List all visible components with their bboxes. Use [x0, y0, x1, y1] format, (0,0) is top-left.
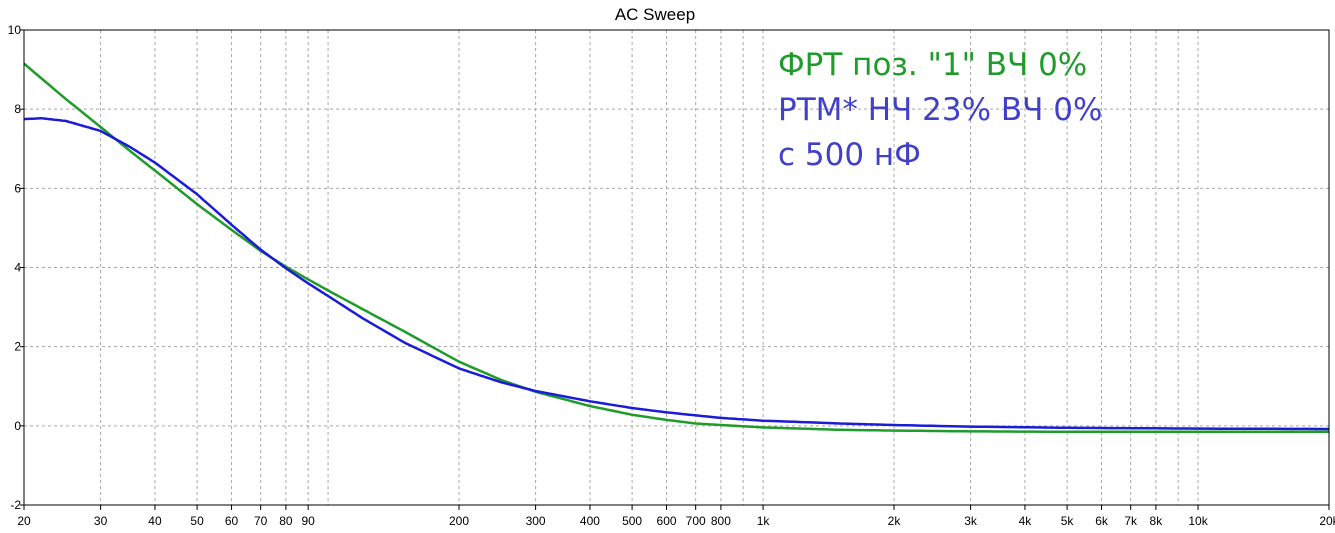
series-lines [23, 62, 1329, 434]
y-tick-label: -2 [10, 498, 21, 512]
x-tick-label: 20 [17, 514, 31, 528]
x-tick-label: 4k [1019, 514, 1033, 528]
y-tick-label: 0 [14, 419, 21, 433]
series-line-1 [23, 62, 1329, 434]
x-tick-label: 90 [301, 514, 315, 528]
x-tick-label: 70 [254, 514, 268, 528]
series-line-2 [23, 117, 1329, 431]
legend-entry-capacitor: с 500 нФ [778, 137, 921, 173]
x-tick-label: 700 [686, 514, 706, 528]
legend-entry-frt: ФРТ поз. "1" ВЧ 0% [778, 47, 1087, 83]
y-tick-label: 8 [14, 102, 21, 116]
axes: 20 30 40 50 60 70 80 90 200 300 400 500 600 700 800 1k 2… [8, 23, 1335, 528]
chart-title: AC Sweep [615, 5, 695, 24]
x-tick-label: 80 [279, 514, 293, 528]
x-tick-label: 7k [1124, 514, 1138, 528]
y-tick-label: 6 [14, 181, 21, 195]
y-tick-label: 4 [14, 261, 21, 275]
x-tick-label: 800 [711, 514, 731, 528]
x-tick-label: 500 [622, 514, 642, 528]
x-tick-label: 200 [449, 514, 469, 528]
y-tick-label: 10 [8, 23, 22, 37]
x-tick-label: 10k [1188, 514, 1208, 528]
x-tick-label: 40 [148, 514, 162, 528]
plot-frame [23, 29, 1330, 506]
x-tick-label: 300 [526, 514, 546, 528]
x-tick-label: 2k [888, 514, 902, 528]
x-tick-label: 50 [190, 514, 204, 528]
x-tick-label: 5k [1061, 514, 1075, 528]
x-tick-label: 1k [757, 514, 771, 528]
x-tick-label: 30 [94, 514, 108, 528]
x-tick-label: 600 [657, 514, 677, 528]
x-tick-label: 6k [1095, 514, 1109, 528]
x-tick-label: 60 [225, 514, 239, 528]
legend-entry-rtm: РТМ* НЧ 23% ВЧ 0% [778, 92, 1102, 128]
y-tick-label: 2 [14, 340, 21, 354]
x-tick-label: 20k [1319, 514, 1335, 528]
x-tick-label: 8k [1150, 514, 1164, 528]
x-tick-label: 3k [964, 514, 978, 528]
grid-lines [23, 29, 1330, 506]
x-tick-label: 400 [580, 514, 600, 528]
